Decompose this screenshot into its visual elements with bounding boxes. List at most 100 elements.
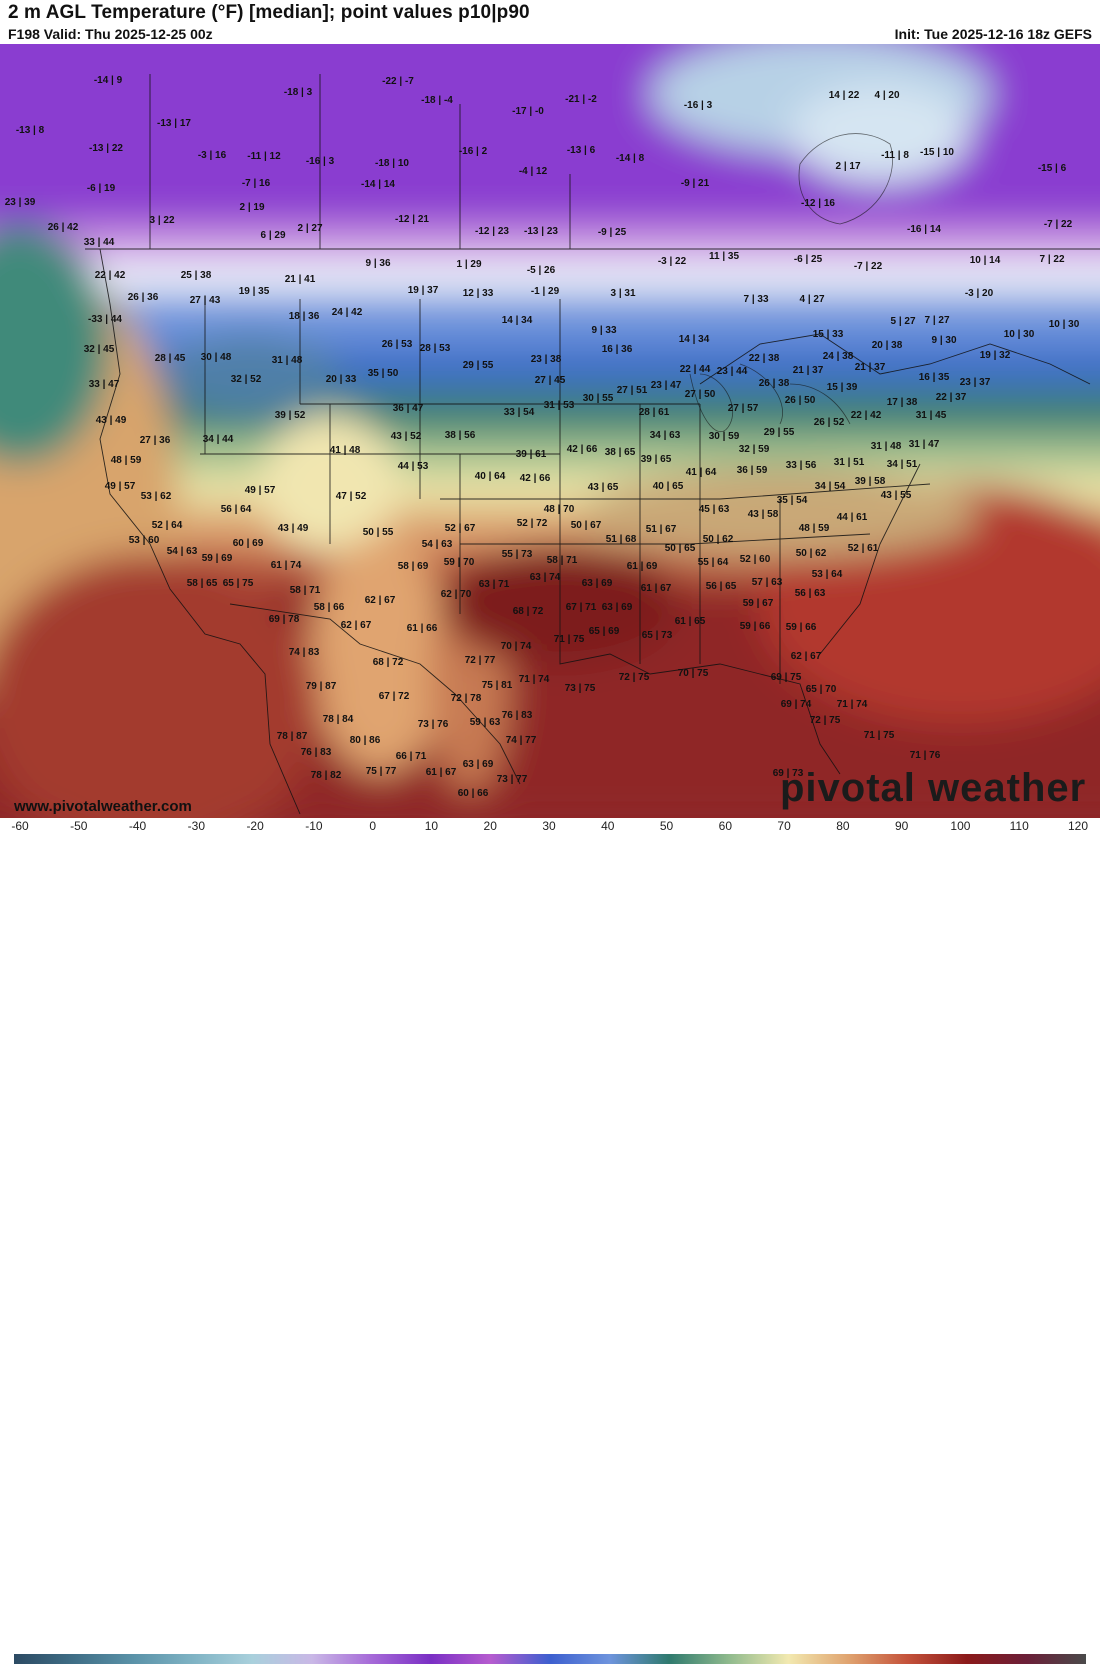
colorbar-tick-label: 90 — [894, 819, 909, 833]
point-value: 48 | 70 — [543, 504, 575, 515]
point-value: 26 | 52 — [813, 417, 845, 428]
point-value: 58 | 66 — [313, 602, 345, 613]
point-value: -21 | -2 — [565, 94, 597, 105]
point-value: 14 | 22 — [828, 90, 860, 101]
point-value: 56 | 63 — [794, 588, 826, 599]
point-value: 70 | 75 — [677, 668, 709, 679]
point-value: 47 | 52 — [335, 491, 367, 502]
point-value: 41 | 48 — [329, 445, 361, 456]
point-value: 32 | 59 — [738, 444, 770, 455]
point-value: 20 | 38 — [871, 340, 903, 351]
point-value: 63 | 71 — [478, 579, 510, 590]
point-value: 61 | 74 — [270, 560, 302, 571]
point-value: -7 | 22 — [853, 261, 883, 272]
point-value: 53 | 64 — [811, 569, 843, 580]
point-value: -18 | -4 — [421, 95, 453, 106]
point-value: -16 | 3 — [683, 100, 713, 111]
init-time: Init: Tue 2025-12-16 18z GEFS — [894, 26, 1092, 42]
point-value: 21 | 41 — [284, 274, 316, 285]
point-value: 69 | 74 — [780, 699, 812, 710]
point-value: 45 | 63 — [698, 504, 730, 515]
point-value: 43 | 55 — [880, 490, 912, 501]
point-value: 60 | 69 — [232, 538, 264, 549]
point-value: 68 | 72 — [372, 657, 404, 668]
point-value: -16 | 3 — [305, 156, 335, 167]
point-value: -16 | 2 — [458, 146, 488, 157]
colorbar-tick-label: 100 — [950, 819, 971, 833]
point-value: 43 | 65 — [587, 482, 619, 493]
point-value: 9 | 36 — [365, 258, 391, 269]
point-value: 19 | 35 — [238, 286, 270, 297]
point-value: 40 | 65 — [652, 481, 684, 492]
point-value: 61 | 65 — [674, 616, 706, 627]
point-value: 22 | 37 — [935, 392, 967, 403]
point-value: 70 | 74 — [500, 641, 532, 652]
point-value: 65 | 70 — [805, 684, 837, 695]
point-value: 10 | 14 — [969, 255, 1001, 266]
point-value: 26 | 53 — [381, 339, 413, 350]
point-value: 50 | 67 — [570, 520, 602, 531]
point-value: 58 | 69 — [397, 561, 429, 572]
colorbar-tick-label: 110 — [1009, 819, 1029, 833]
point-value: -4 | 12 — [518, 166, 548, 177]
point-value: 76 | 83 — [501, 710, 533, 721]
point-value: -11 | 8 — [881, 150, 909, 161]
point-value: 27 | 50 — [684, 389, 716, 400]
point-value: 72 | 77 — [464, 655, 496, 666]
point-value: 24 | 38 — [822, 351, 854, 362]
point-value: 59 | 69 — [201, 553, 233, 564]
point-value: 69 | 73 — [772, 768, 804, 779]
point-value: 19 | 37 — [407, 285, 439, 296]
point-value: 39 | 52 — [274, 410, 306, 421]
colorbar-tick-label: -60 — [11, 819, 29, 833]
point-value: 61 | 69 — [626, 561, 658, 572]
point-value: 71 | 74 — [518, 674, 550, 685]
point-value: 29 | 55 — [462, 360, 494, 371]
point-value: 39 | 65 — [640, 454, 672, 465]
point-value: 31 | 51 — [833, 457, 865, 468]
point-value: -5 | 26 — [526, 265, 556, 276]
point-value: -3 | 22 — [657, 256, 687, 267]
point-value: 79 | 87 — [305, 681, 337, 692]
point-value: 23 | 47 — [650, 380, 682, 391]
point-value: 26 | 50 — [784, 395, 816, 406]
point-value: -1 | 29 — [530, 286, 560, 297]
point-value: 50 | 62 — [795, 548, 827, 559]
point-value: 23 | 39 — [4, 197, 36, 208]
colorbar-tick-label: -30 — [187, 819, 205, 833]
point-value: 52 | 60 — [739, 554, 771, 565]
point-value: 56 | 64 — [220, 504, 252, 515]
colorbar-tick-label: 70 — [777, 819, 791, 833]
point-value: 56 | 65 — [705, 581, 737, 592]
colorbar-scale — [14, 1654, 1086, 1664]
point-value: 67 | 71 — [565, 602, 597, 613]
point-value: 71 | 75 — [863, 730, 895, 741]
colorbar-tick-label: 20 — [483, 819, 497, 833]
point-value: 78 | 82 — [310, 770, 342, 781]
point-value: 3 | 22 — [149, 215, 175, 226]
point-value: -14 | 9 — [93, 75, 123, 86]
point-value: 32 | 45 — [83, 344, 115, 355]
point-value: 28 | 61 — [638, 407, 670, 418]
point-value: 44 | 53 — [397, 461, 429, 472]
point-value: 28 | 45 — [154, 353, 186, 364]
map-header: 2 m AGL Temperature (°F) [median]; point… — [0, 0, 1100, 44]
point-value: 22 | 42 — [850, 410, 882, 421]
point-value: 72 | 75 — [809, 715, 841, 726]
point-value: 74 | 77 — [505, 735, 537, 746]
point-value: 69 | 78 — [268, 614, 300, 625]
point-value: 29 | 55 — [763, 427, 795, 438]
point-value: 18 | 36 — [288, 311, 320, 322]
point-value: -15 | 6 — [1037, 163, 1067, 174]
point-value: 71 | 74 — [836, 699, 868, 710]
point-value: 51 | 68 — [605, 534, 637, 545]
point-value: 22 | 44 — [679, 364, 711, 375]
point-value: 31 | 53 — [543, 400, 575, 411]
colorbar-tick-label: 120 — [1067, 819, 1089, 833]
point-value: -22 | -7 — [382, 76, 414, 87]
point-value: 24 | 42 — [331, 307, 363, 318]
point-value: 36 | 59 — [736, 465, 768, 476]
point-value: -12 | 23 — [475, 226, 509, 237]
point-value: 14 | 34 — [678, 334, 710, 345]
point-value: 42 | 66 — [519, 473, 551, 484]
